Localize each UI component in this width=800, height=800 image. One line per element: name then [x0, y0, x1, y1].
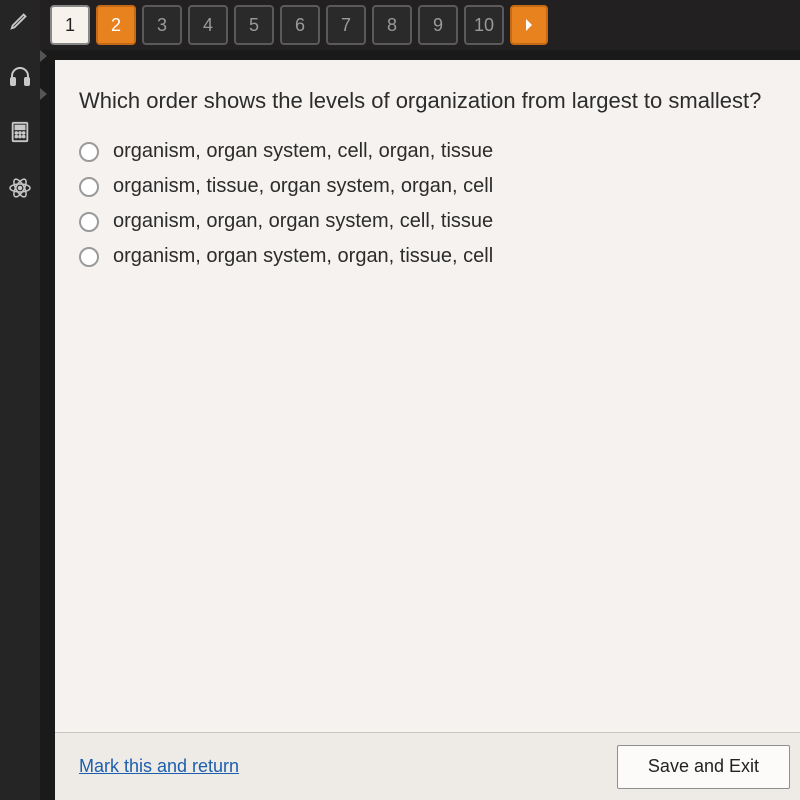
option-label: organism, organ system, organ, tissue, c…	[113, 245, 493, 268]
question-nav-1[interactable]: 1	[50, 5, 90, 45]
atom-icon[interactable]	[6, 174, 34, 202]
marker-triangle	[40, 50, 47, 62]
question-nav-7[interactable]: 7	[326, 5, 366, 45]
radio-icon[interactable]	[79, 177, 99, 197]
question-nav-5[interactable]: 5	[234, 5, 274, 45]
question-nav-3[interactable]: 3	[142, 5, 182, 45]
calculator-icon[interactable]	[6, 118, 34, 146]
pencil-icon[interactable]	[6, 6, 34, 34]
save-and-exit-button[interactable]: Save and Exit	[617, 745, 790, 789]
option-label: organism, organ, organ system, cell, tis…	[113, 210, 493, 233]
question-panel: Which order shows the levels of organiza…	[55, 60, 800, 800]
panel-footer: Mark this and return Save and Exit	[55, 732, 800, 800]
marker-triangle	[40, 88, 47, 100]
question-prompt: Which order shows the levels of organiza…	[79, 88, 776, 114]
headphones-icon[interactable]	[6, 62, 34, 90]
question-nav-strip: 1 2 3 4 5 6 7 8 9 10	[40, 0, 800, 50]
question-nav-2[interactable]: 2	[96, 5, 136, 45]
question-nav-8[interactable]: 8	[372, 5, 412, 45]
question-nav-10[interactable]: 10	[464, 5, 504, 45]
option-label: organism, organ system, cell, organ, tis…	[113, 140, 493, 163]
mark-and-return-link[interactable]: Mark this and return	[79, 756, 239, 777]
question-nav-4[interactable]: 4	[188, 5, 228, 45]
options-list: organism, organ system, cell, organ, tis…	[79, 140, 776, 268]
option-row[interactable]: organism, organ system, cell, organ, tis…	[79, 140, 776, 163]
radio-icon[interactable]	[79, 212, 99, 232]
option-row[interactable]: organism, organ, organ system, cell, tis…	[79, 210, 776, 233]
question-area: Which order shows the levels of organiza…	[55, 60, 800, 732]
option-label: organism, tissue, organ system, organ, c…	[113, 175, 493, 198]
option-row[interactable]: organism, organ system, organ, tissue, c…	[79, 245, 776, 268]
left-toolbar	[0, 0, 40, 800]
radio-icon[interactable]	[79, 142, 99, 162]
radio-icon[interactable]	[79, 247, 99, 267]
question-nav-6[interactable]: 6	[280, 5, 320, 45]
next-question-button[interactable]	[510, 5, 548, 45]
question-nav-9[interactable]: 9	[418, 5, 458, 45]
option-row[interactable]: organism, tissue, organ system, organ, c…	[79, 175, 776, 198]
